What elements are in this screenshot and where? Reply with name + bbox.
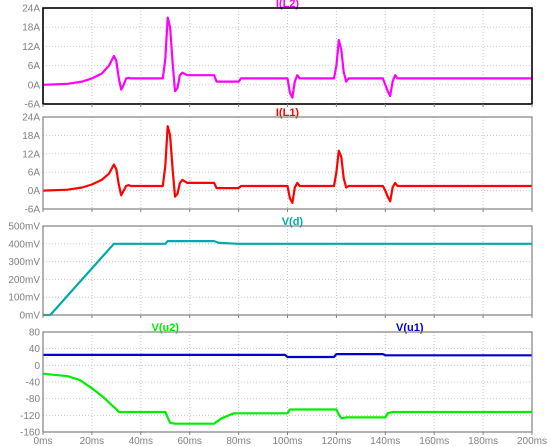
y-tick-label: 0mV <box>19 311 40 322</box>
y-tick-label: 0A <box>28 186 41 197</box>
x-tick-label: 60ms <box>177 436 201 446</box>
y-tick-label: 80 <box>29 328 41 339</box>
x-tick-label: 200ms <box>517 436 547 446</box>
x-tick-label: 140ms <box>370 436 400 446</box>
x-tick-label: 40ms <box>129 436 153 446</box>
series-title: I(L1) <box>276 107 300 119</box>
x-tick-label: 80ms <box>226 436 250 446</box>
y-tick-label: -160 <box>20 428 40 439</box>
y-tick-label: 300mV <box>8 257 40 268</box>
y-tick-label: -80 <box>26 394 41 405</box>
series-line-I(L1) <box>42 125 532 204</box>
y-tick-label: -120 <box>20 411 40 422</box>
y-tick-label: -6A <box>24 205 40 216</box>
y-tick-label: 12A <box>22 42 40 53</box>
y-tick-label: 18A <box>22 23 40 34</box>
series-title: I(L2) <box>276 0 300 10</box>
x-tick-label: 120ms <box>321 436 351 446</box>
y-tick-label: 100mV <box>8 293 40 304</box>
series-title: V(u1) <box>396 322 424 334</box>
series-line-V(u2) <box>42 372 532 425</box>
pane-3: 500mV 400mV 300mV 200mV 100mV 0mV V(d) <box>8 216 533 322</box>
x-tick-label: 20ms <box>80 436 104 446</box>
y-tick-label: 40 <box>29 344 41 355</box>
y-tick-label: 6A <box>28 168 41 179</box>
series-line-V(u1) <box>43 353 532 359</box>
y-tick-label: 0 <box>34 361 40 372</box>
y-tick-label: 200mV <box>8 275 40 286</box>
x-tick-label: 180ms <box>468 436 498 446</box>
y-tick-label: 0A <box>28 80 41 91</box>
y-tick-label: 6A <box>28 61 41 72</box>
x-tick-label: 160ms <box>419 436 449 446</box>
pane-2: 24A 18A 12A 6A 0A -6A I(L1) <box>22 107 533 216</box>
y-tick-label: 400mV <box>8 239 40 250</box>
y-tick-label: -6A <box>24 100 40 111</box>
series-title: V(u2) <box>152 322 180 334</box>
series-title: V(d) <box>282 216 304 228</box>
series-line-I(L2) <box>42 16 532 99</box>
y-tick-label: 18A <box>22 131 40 142</box>
series-line-V(d) <box>43 240 532 317</box>
y-tick-label: 500mV <box>8 222 40 233</box>
y-tick-label: 12A <box>22 149 40 160</box>
pane-4: 80 40 0 -40 -80 -120 -160 V(u2) V(u1) <box>20 322 533 439</box>
y-tick-label: 24A <box>22 4 40 15</box>
pane-1: 24A 18A 12A 6A 0A -6A I(L2) <box>22 0 533 111</box>
x-tick-label: 100ms <box>272 436 302 446</box>
x-tick-label: 0ms <box>34 436 53 446</box>
y-tick-label: 24A <box>22 113 40 124</box>
y-tick-label: -40 <box>26 378 41 389</box>
